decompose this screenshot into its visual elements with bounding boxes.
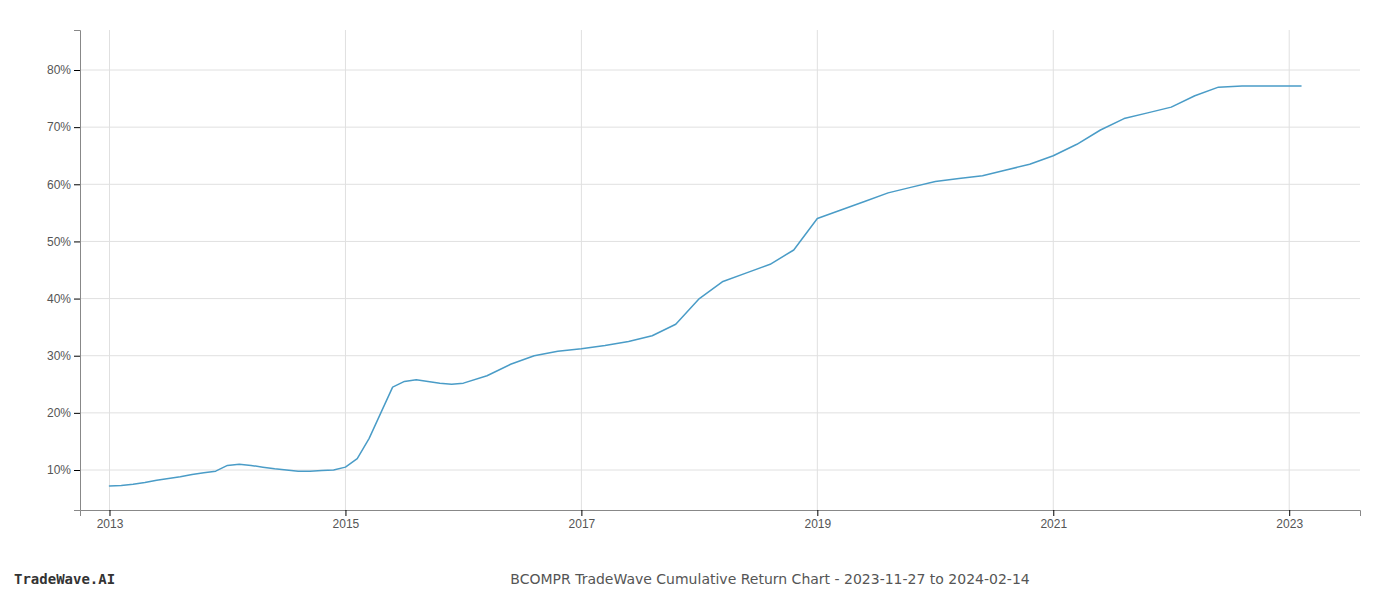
tick-mark (74, 127, 80, 128)
tick-label: 30% (47, 349, 71, 363)
tick-mark (1289, 510, 1290, 516)
tick: 2019 (804, 510, 831, 531)
tick-label: 2015 (333, 517, 360, 531)
grid-line-y (80, 127, 1360, 128)
tick-label: 2017 (569, 517, 596, 531)
grid-line-x (345, 30, 346, 510)
plot-area: 2013 2015 2017 2019 2021 2023 10% 20% 30% 40% 50% 6… (47, 30, 1361, 531)
tick: 40% (47, 292, 80, 306)
tick-mark (74, 241, 80, 242)
chart: 2013 2015 2017 2019 2021 2023 10% 20% 30% 40% 50% 6… (0, 0, 1400, 600)
x-axis: 2013 2015 2017 2019 2021 2023 (81, 510, 1361, 531)
grid-line-x (581, 30, 582, 510)
tick-mark (345, 510, 346, 516)
tick-label: 2021 (1040, 517, 1067, 531)
tick-mark (1053, 510, 1054, 516)
tick-mark (817, 510, 818, 516)
tick-mark (74, 70, 80, 71)
tick-mark (581, 510, 582, 516)
grid-line-y (80, 355, 1360, 356)
tick-mark (74, 356, 80, 357)
tick: 2021 (1040, 510, 1067, 531)
marks (109, 86, 1301, 486)
tick-label: 40% (47, 292, 71, 306)
annotation: TradeWave.AI (14, 571, 115, 587)
grid-line-x (1053, 30, 1054, 510)
tick-label: 80% (47, 63, 71, 77)
tick-label: 2019 (804, 517, 831, 531)
tick: 10% (47, 463, 80, 477)
grid-line-x (1289, 30, 1290, 510)
tick: 70% (47, 120, 80, 134)
tick-label: 50% (47, 235, 71, 249)
tick-mark (74, 299, 80, 300)
tick-label: 20% (47, 406, 71, 420)
title: BCOMPR TradeWave Cumulative Return Chart… (510, 571, 1030, 587)
tick-mark (74, 470, 80, 471)
tick: 2017 (569, 510, 596, 531)
grid-line-y (80, 412, 1360, 413)
grid-line-x (817, 30, 818, 510)
grid-line-x (109, 30, 110, 510)
grid-line-y (80, 184, 1360, 185)
tick-label: 2013 (97, 517, 124, 531)
grid-line-y (80, 470, 1360, 471)
tick: 20% (47, 406, 80, 420)
tick-label: 60% (47, 178, 71, 192)
tick: 30% (47, 349, 80, 363)
tick: 60% (47, 178, 80, 192)
tick-label: 70% (47, 120, 71, 134)
tick: 50% (47, 235, 80, 249)
tick: 80% (47, 63, 80, 77)
grid-line-y (80, 70, 1360, 71)
tick-label: 10% (47, 463, 71, 477)
tick-label: 2023 (1276, 517, 1303, 531)
grid-line-y (80, 298, 1360, 299)
tick: 2023 (1276, 510, 1303, 531)
tick-mark (109, 510, 110, 516)
tick: 2015 (333, 510, 360, 531)
tick-mark (74, 413, 80, 414)
axis-line (81, 511, 1361, 517)
tick-mark (74, 184, 80, 185)
grid (80, 30, 1360, 510)
grid-line-y (80, 241, 1360, 242)
y-axis: 10% 20% 30% 40% 50% 60% 70% 80% (47, 31, 81, 511)
line (109, 86, 1301, 486)
axis-line (74, 31, 81, 511)
tick: 2013 (97, 510, 124, 531)
